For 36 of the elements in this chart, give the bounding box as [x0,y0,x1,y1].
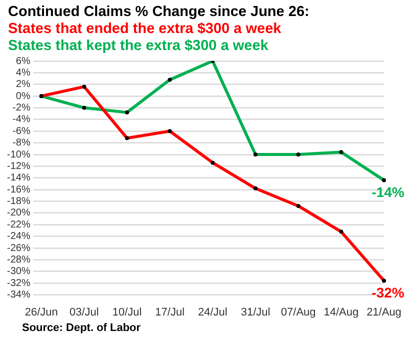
y-tick-label: 6% [16,56,30,67]
y-tick-label: 4% [16,67,30,78]
y-tick-label: -30% [6,266,30,278]
y-tick-label: -18% [6,196,30,208]
y-tick-label: -24% [6,231,30,242]
y-tick-label: -12% [6,160,30,172]
source-note: Source: Dept. of Labor [22,322,141,334]
annotation: -32% [372,284,405,301]
x-tick-label: 21/Aug [366,306,402,318]
y-tick-label: -8% [12,138,30,149]
y-tick-label: -28% [6,254,30,266]
y-tick-label: -22% [6,219,30,230]
x-tick-label: 31/Jul [240,306,270,318]
y-tick-label: -4% [12,114,30,126]
x-tick-label: 14/Aug [324,306,359,318]
x-tick-label: 24/Jul [198,306,228,318]
x-tick-label: 07/Aug [280,306,316,318]
x-tick-label: 26/Jun [24,306,58,318]
y-tick-label: -2% [12,102,30,114]
y-tick-label: -20% [6,208,30,219]
y-tick-label: -34% [6,290,30,301]
y-tick-label: -14% [6,172,30,184]
text: States that ended the extra $300 a week [8,21,282,38]
y-tick-label: -10% [6,149,30,160]
y-tick-label: -16% [6,184,30,196]
x-tick-label: 17/Jul [155,306,185,318]
x-tick-label: 03/Jul [69,306,99,318]
y-tick-label: -6% [12,126,30,137]
y-tick-label: 2% [16,79,30,90]
chart-title: Continued Claims % Change since June 26: [8,4,310,21]
y-tick-label: -26% [6,242,30,254]
text: States that kept the extra $300 a week [8,38,270,55]
x-tick-label: 10/Jul [112,306,142,318]
y-tick-label: 0% [16,90,30,102]
y-tick-label: -32% [6,278,30,289]
annotation: -14% [372,184,405,200]
